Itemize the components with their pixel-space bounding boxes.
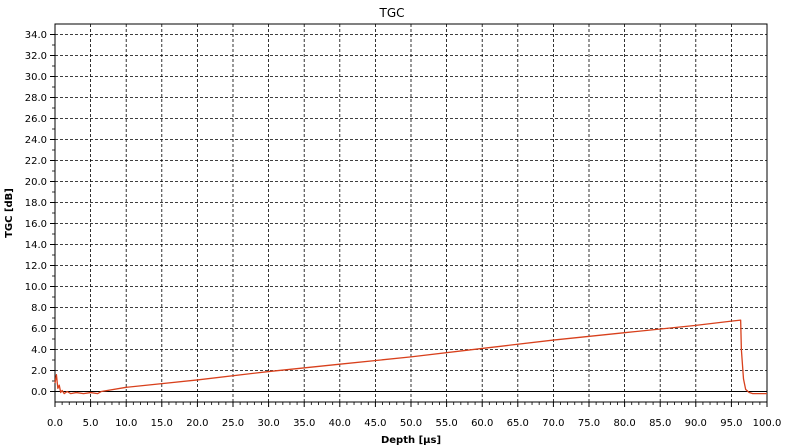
x-tick-label: 70.0 bbox=[542, 418, 564, 429]
y-tick-label: 20.0 bbox=[25, 177, 47, 188]
y-tick-label: 12.0 bbox=[25, 261, 47, 272]
x-tick-label: 0.0 bbox=[47, 418, 63, 429]
x-tick-label: 60.0 bbox=[471, 418, 493, 429]
y-tick-label: 6.0 bbox=[31, 324, 47, 335]
y-tick-label: 2.0 bbox=[31, 366, 47, 377]
tgc-series-line bbox=[54, 319, 767, 395]
chart-title: TGC bbox=[378, 6, 404, 20]
y-tick-label: 8.0 bbox=[31, 303, 47, 314]
x-tick-label: 40.0 bbox=[329, 418, 351, 429]
x-tick-label: 10.0 bbox=[115, 418, 137, 429]
series-layer bbox=[54, 319, 767, 395]
x-axis-title: Depth [µs] bbox=[381, 435, 441, 446]
x-tick-label: 20.0 bbox=[186, 418, 208, 429]
x-tick-label: 5.0 bbox=[83, 418, 99, 429]
x-tick-label: 100.0 bbox=[753, 418, 782, 429]
y-tick-label: 0.0 bbox=[31, 387, 47, 398]
x-tick-label: 75.0 bbox=[578, 418, 600, 429]
x-tick-label: 50.0 bbox=[400, 418, 422, 429]
y-tick-label: 26.0 bbox=[25, 114, 47, 125]
y-tick-label: 30.0 bbox=[25, 72, 47, 83]
x-tick-label: 90.0 bbox=[685, 418, 707, 429]
x-tick-label: 45.0 bbox=[364, 418, 386, 429]
x-tick-label: 25.0 bbox=[222, 418, 244, 429]
axes: 0.0 5.0 10.0 15.0 20.0 25.0 30.0 35.0 40.0 45.0 50… bbox=[25, 30, 782, 429]
x-tick-label: 15.0 bbox=[151, 418, 173, 429]
y-axis-title: TGC [dB] bbox=[4, 188, 15, 238]
x-tick-label: 85.0 bbox=[649, 418, 671, 429]
grid bbox=[54, 23, 768, 403]
y-tick-label: 24.0 bbox=[25, 135, 47, 146]
x-tick-label: 35.0 bbox=[293, 418, 315, 429]
y-tick-label: 28.0 bbox=[25, 93, 47, 104]
y-tick-label: 18.0 bbox=[25, 198, 47, 209]
y-tick-label: 34.0 bbox=[25, 30, 47, 41]
x-tick-label: 65.0 bbox=[507, 418, 529, 429]
x-tick-label: 95.0 bbox=[720, 418, 742, 429]
y-tick-label: 22.0 bbox=[25, 156, 47, 167]
y-tick-label: 32.0 bbox=[25, 51, 47, 62]
x-tick-label: 80.0 bbox=[613, 418, 635, 429]
y-tick-label: 14.0 bbox=[25, 240, 47, 251]
x-tick-label: 55.0 bbox=[435, 418, 457, 429]
y-tick-label: 10.0 bbox=[25, 282, 47, 293]
y-tick-label: 16.0 bbox=[25, 219, 47, 230]
y-tick-label: 4.0 bbox=[31, 345, 47, 356]
x-tick-label: 30.0 bbox=[257, 418, 279, 429]
